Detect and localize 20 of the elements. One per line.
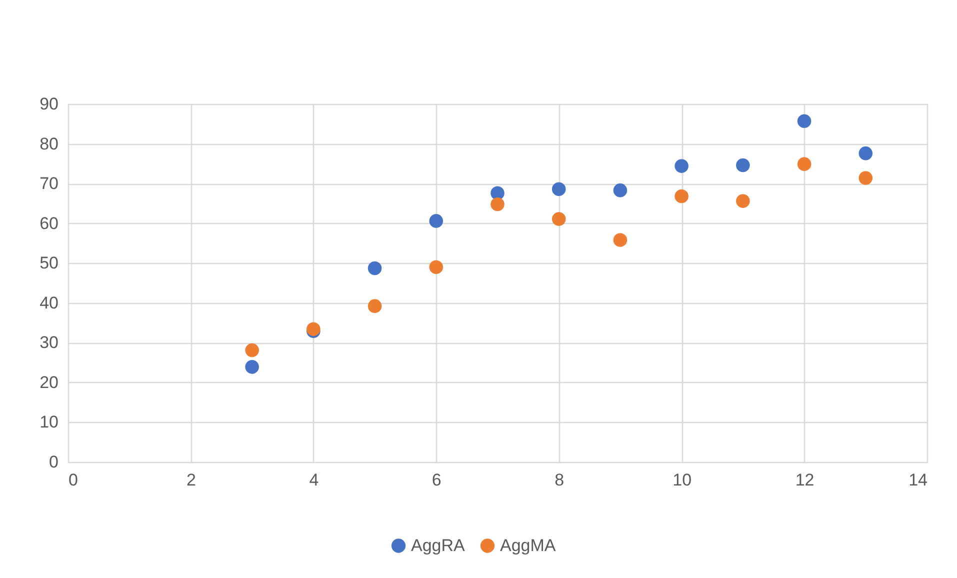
y-tick-label: 80 <box>40 134 58 154</box>
y-tick-label: 0 <box>49 452 58 472</box>
y-tick-label: 70 <box>40 174 58 194</box>
y-tick-label: 30 <box>40 333 58 352</box>
legend-label: AggMA <box>500 536 556 555</box>
x-tick-label: 4 <box>309 470 319 490</box>
y-tick-label: 10 <box>40 412 58 432</box>
y-tick-label: 60 <box>40 214 58 233</box>
legend-label: AggRA <box>411 536 466 555</box>
x-tick-label: 12 <box>795 470 814 490</box>
x-tick-label: 8 <box>554 470 564 490</box>
y-tick-label: 20 <box>40 372 58 392</box>
y-tick-label: 90 <box>40 94 58 114</box>
x-tick-label: 10 <box>672 470 692 490</box>
y-tick-label: 40 <box>40 293 58 312</box>
x-tick-label: 14 <box>908 470 928 490</box>
y-tick-label: 50 <box>40 254 58 273</box>
x-tick-label: 2 <box>186 470 196 490</box>
x-tick-label: 0 <box>68 470 78 490</box>
x-tick-label: 6 <box>432 470 442 490</box>
